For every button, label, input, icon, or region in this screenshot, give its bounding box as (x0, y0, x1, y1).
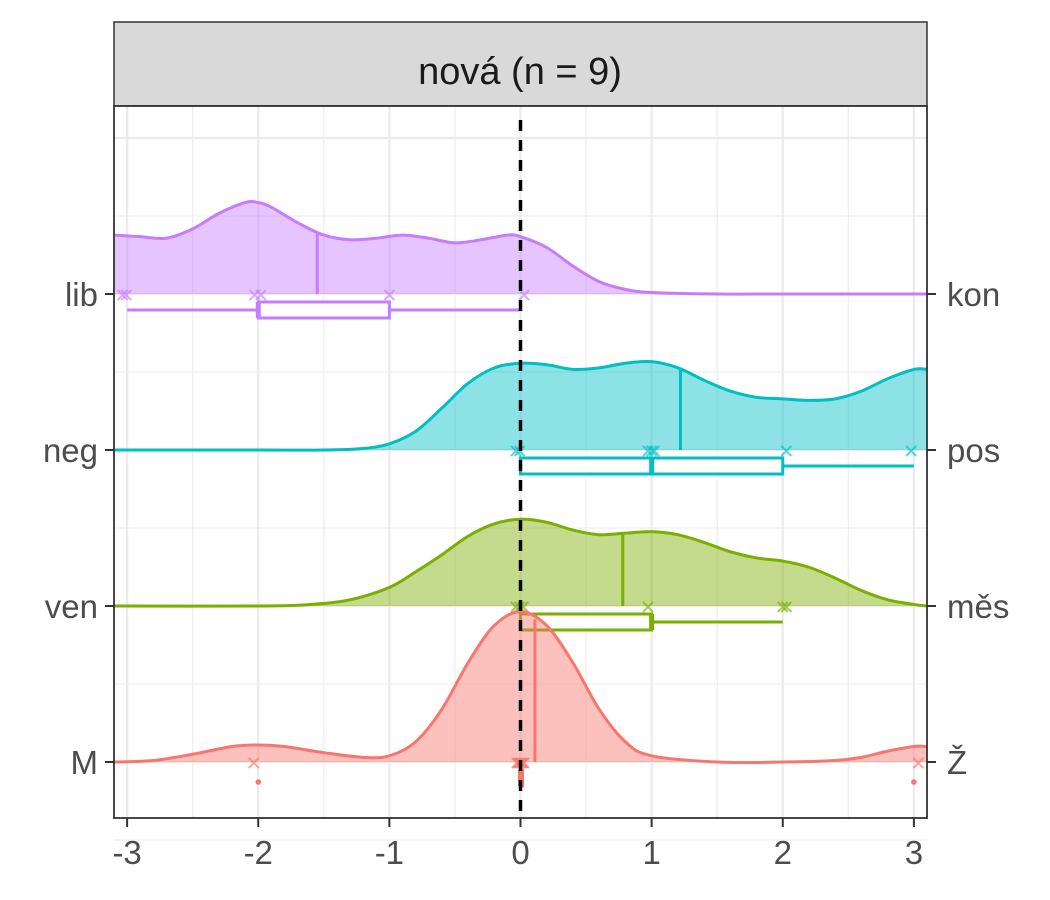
y-axis-left-label: neg (43, 432, 98, 469)
x-axis: -3 -2 -1 0 1 2 3 (112, 818, 923, 871)
x-axis-tick-label: 1 (642, 834, 660, 871)
data-point (120, 289, 132, 301)
data-point (248, 757, 260, 769)
y-axis-left: lib neg ven M (43, 276, 114, 781)
facet-strip-background (113, 21, 928, 107)
data-point (642, 601, 654, 613)
x-axis-tick-label: 3 (905, 834, 923, 871)
y-axis-right-label: pos (947, 432, 1000, 469)
plot-panel (113, 105, 928, 841)
x-axis-tick-label: -1 (375, 834, 404, 871)
y-axis-left-label: ven (45, 588, 98, 625)
data-point (905, 445, 917, 457)
x-axis-tick-label: 0 (511, 834, 529, 871)
box (256, 300, 391, 320)
data-point (248, 289, 261, 301)
data-point (780, 445, 793, 457)
y-axis-left-label: M (71, 744, 99, 781)
y-axis-right: kon pos měs Ž (927, 276, 1009, 781)
box-outlier (911, 779, 917, 785)
facet-strip: nová (n = 9) (113, 21, 928, 107)
data-point (645, 445, 658, 457)
data-point (642, 445, 654, 457)
density-line (113, 610, 928, 765)
y-axis-left-label: lib (65, 276, 98, 313)
y-axis-right-label: měs (947, 588, 1009, 625)
y-axis-right-label: kon (947, 276, 1000, 313)
box-outlier (255, 779, 262, 785)
data-point (518, 289, 530, 301)
x-axis-tick-label: -3 (112, 834, 141, 871)
density-line (113, 517, 928, 608)
facet-strip-label: nová (n = 9) (418, 51, 622, 93)
data-point (912, 757, 925, 769)
density-line (113, 359, 928, 452)
y-axis-right-label: Ž (947, 744, 967, 781)
data-point (777, 601, 789, 613)
x-axis-tick-label: -2 (244, 834, 273, 871)
density-line (113, 200, 927, 296)
data-point (116, 289, 129, 301)
x-axis-tick-label: 2 (774, 834, 792, 871)
data-point (780, 601, 793, 613)
data-point (383, 289, 396, 301)
